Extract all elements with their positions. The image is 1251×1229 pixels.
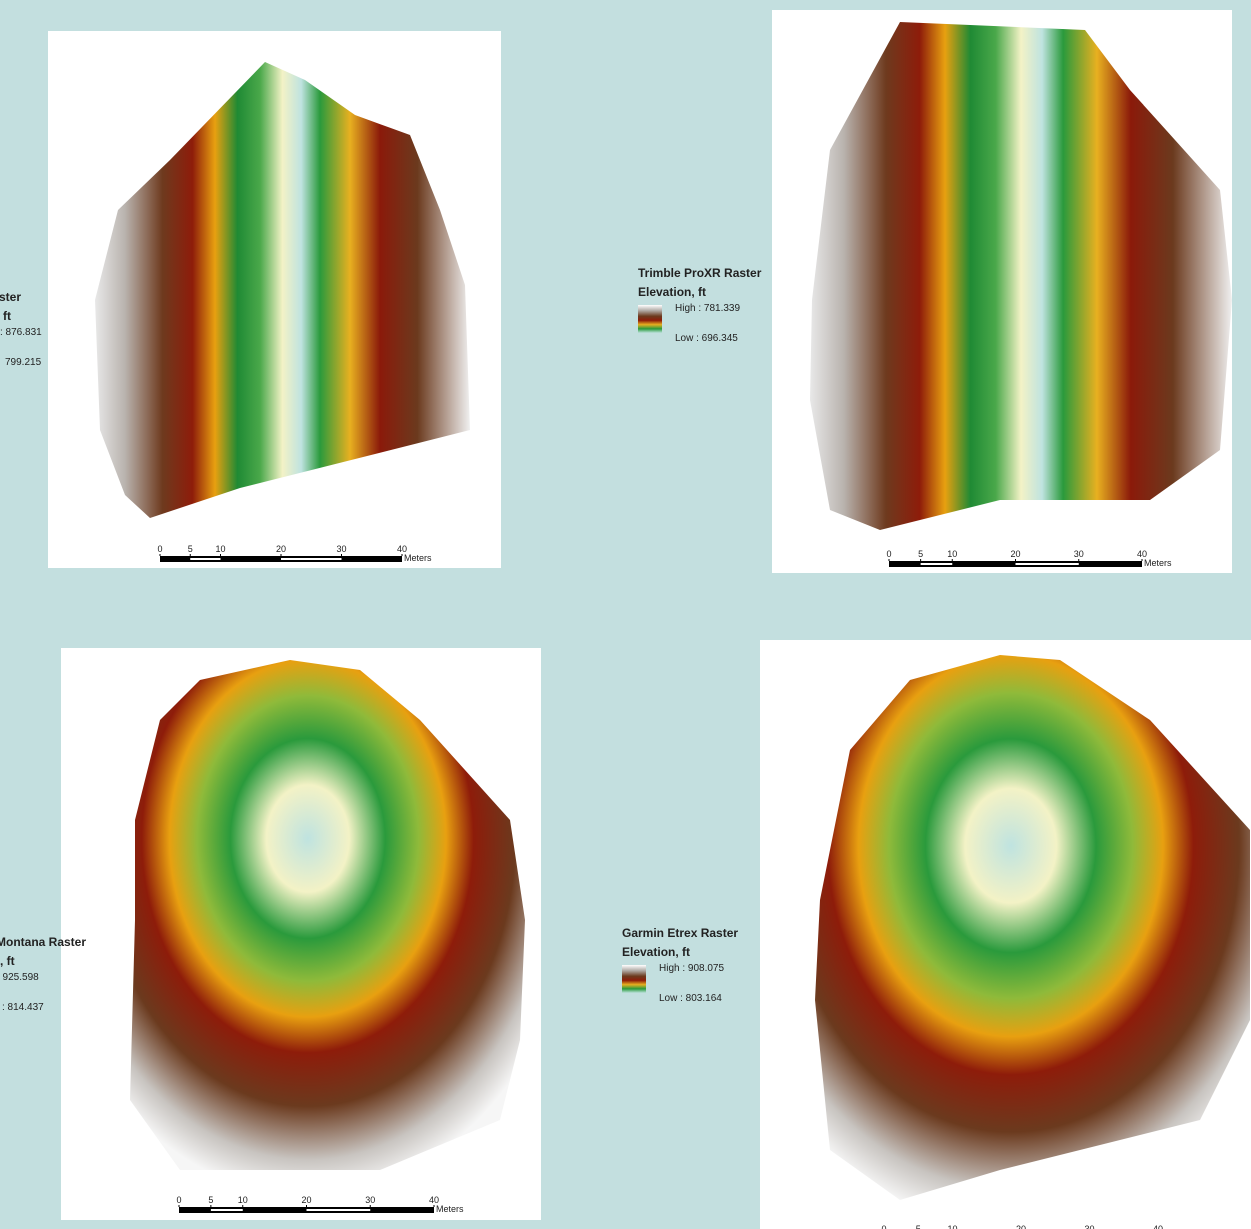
legend-field: , ft (0, 954, 15, 968)
legend-field: Elevation, ft (638, 285, 706, 299)
legend-swatch (638, 305, 662, 333)
scale-segment (921, 563, 953, 565)
scale-label: 30 (365, 1195, 375, 1205)
scale-label: 10 (947, 1224, 957, 1229)
scale-label: 0 (886, 549, 891, 559)
legend-swatch (622, 965, 646, 993)
scale-unit: Meters (436, 1204, 464, 1214)
legend-low: Low : 803.164 (659, 993, 722, 1004)
scale-unit: Meters (404, 553, 432, 563)
scale-label: 30 (336, 544, 346, 554)
legend-title: Garmin Etrex Raster (622, 926, 738, 940)
scale-label: 0 (176, 1195, 181, 1205)
legend-title: Trimble ProXR Raster (638, 266, 762, 280)
scale-segment (1016, 563, 1079, 565)
scale-label: 20 (301, 1195, 311, 1205)
scale-label: 20 (1010, 549, 1020, 559)
rasters (95, 22, 1250, 1200)
legend-high: High : 908.075 (659, 963, 724, 974)
scale-segment (190, 558, 220, 560)
scale-label: 5 (188, 544, 193, 554)
scale-label: 10 (215, 544, 225, 554)
legend-field: Elevation, ft (622, 945, 690, 959)
scale-segment (211, 1209, 243, 1211)
scale-label: 0 (881, 1224, 886, 1229)
legend-field: ft (3, 309, 11, 323)
scale-segment (281, 558, 342, 560)
scale-label: 40 (1153, 1224, 1163, 1229)
scale-label: 5 (916, 1224, 921, 1229)
scale-label: 10 (238, 1195, 248, 1205)
scale-label: 5 (208, 1195, 213, 1205)
scale-label: 0 (157, 544, 162, 554)
legend-low: 799.215 (5, 357, 42, 368)
legend-title: Montana Raster (0, 935, 86, 949)
legend-low: Low : 696.345 (675, 333, 738, 344)
map-figure: ster ft : 876.831 799.215 0 5 10 20 30 40 Meters Tr… (0, 0, 1251, 1229)
scale-segment (307, 1209, 371, 1211)
legend-high: : 876.831 (0, 327, 42, 338)
scale-label: 5 (918, 549, 923, 559)
legend-high: High : 781.339 (675, 303, 740, 314)
scale-unit: Meters (1144, 558, 1172, 568)
legend-title: ster (0, 290, 21, 304)
legend-low: : 814.437 (2, 1002, 44, 1013)
scale-label: 20 (276, 544, 286, 554)
legend-high: : 925.598 (0, 972, 39, 983)
scale-label: 20 (1016, 1224, 1026, 1229)
scale-label: 30 (1074, 549, 1084, 559)
scale-label: 30 (1084, 1224, 1094, 1229)
scale-label: 10 (947, 549, 957, 559)
